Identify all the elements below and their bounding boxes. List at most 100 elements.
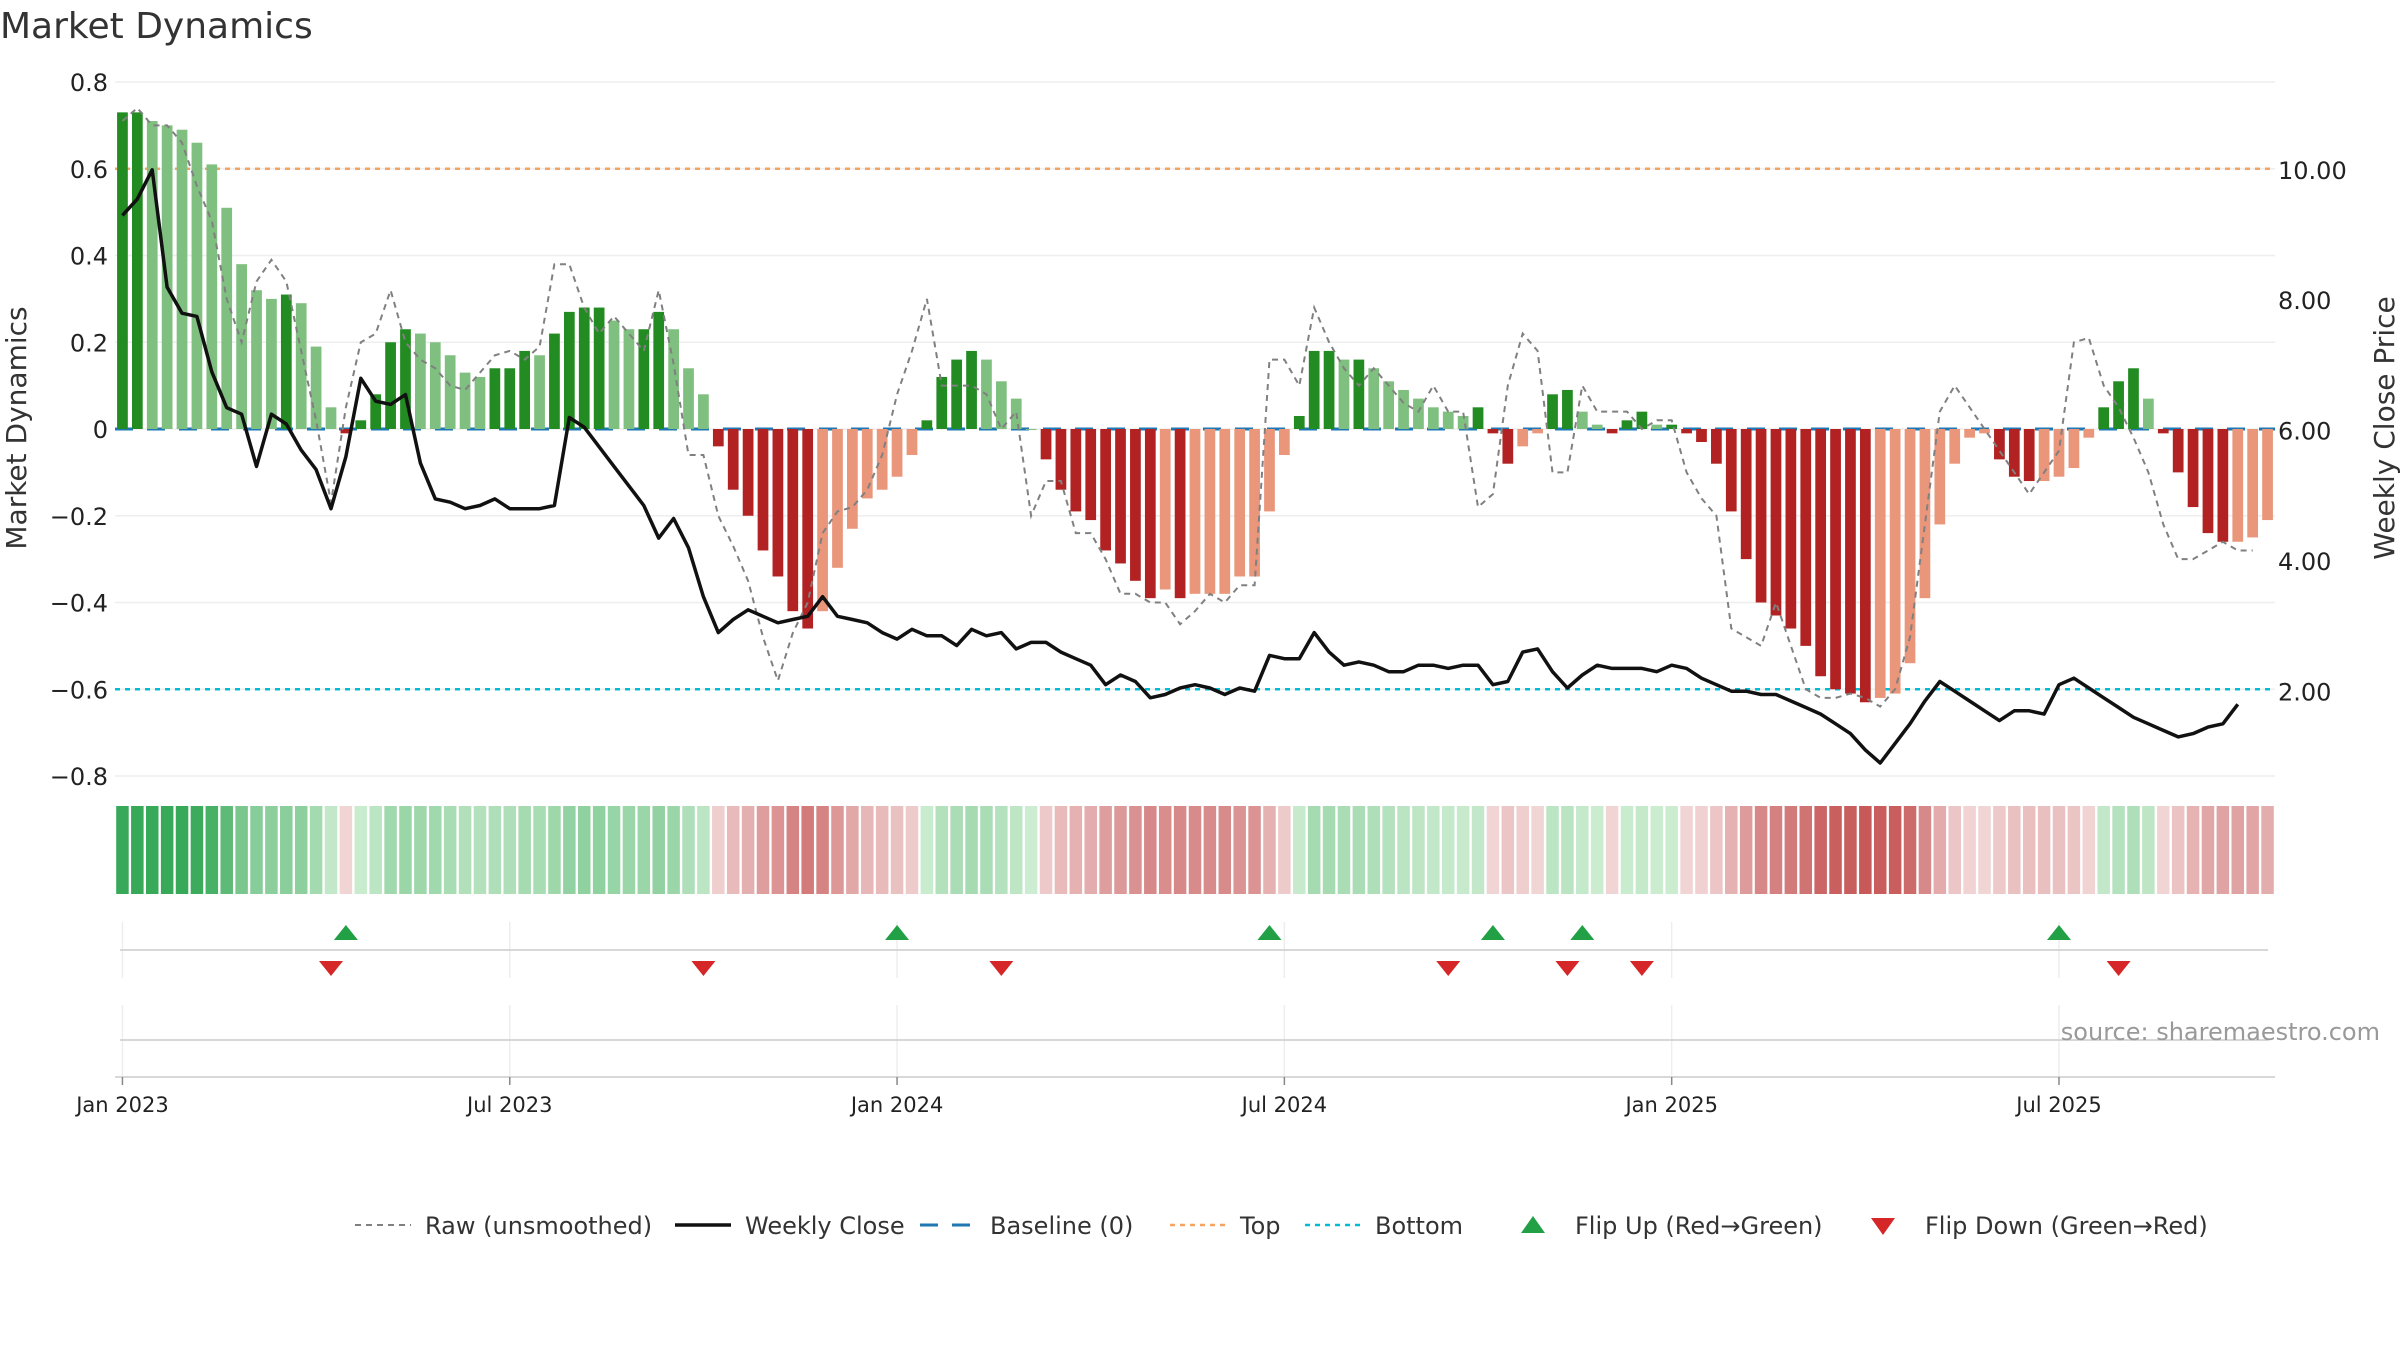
regime-cell [905,806,919,894]
legend: Raw (unsmoothed) Weekly Close Baseline (0)… [355,1212,2208,1240]
dynamics-bar [146,121,158,429]
legend-item-flip_down: Flip Down (Green→Red) [1871,1212,2208,1240]
regime-cell [592,806,606,894]
dynamics-bar [1442,411,1454,429]
regime-cell [1516,806,1529,894]
regime-cell [1307,806,1321,894]
regime-cell [726,806,740,894]
dynamics-bar [1636,411,1648,429]
regime-cell [1158,806,1172,894]
dynamics-bar [1308,350,1320,429]
regime-cell [2022,806,2036,894]
regime-cell [1129,806,1142,894]
legend-label: Bottom [1375,1212,1463,1240]
flip-down-marker [1436,961,1461,976]
dynamics-bar [1562,389,1573,429]
regime-cell [2246,806,2259,894]
dynamics-bar [995,381,1007,429]
regime-cell [369,806,382,894]
dynamics-bar [1234,429,1246,577]
regime-cell [2052,806,2066,894]
y-left-tick-label: 0.2 [70,329,108,357]
regime-cell [697,806,710,894]
regime-cell [280,806,293,894]
dynamics-bar [1845,429,1856,694]
dynamics-bar [2247,429,2259,538]
regime-cell [2112,806,2125,894]
x-tick-label: Jul 2025 [2014,1093,2101,1117]
dynamics-bar [727,429,739,490]
dynamics-bar [1874,429,1886,698]
regime-cell [577,806,591,894]
regime-cell [786,806,800,894]
dynamics-bar [1264,429,1275,512]
close-line [121,168,2240,765]
regime-cell [682,806,695,894]
flip-up-marker [885,925,910,940]
dynamics-bar [1711,429,1722,464]
regime-cell [2231,806,2245,894]
flip-up-marker [1257,925,1282,940]
regime-cell [816,806,829,894]
y-axis-right-ticks: 10.00 8.00 6.00 4.00 2.00 [2278,157,2347,707]
dynamics-bar [1785,429,1797,629]
regime-cell [294,806,308,894]
y-left-tick-label: −0.4 [50,590,108,618]
regime-cell [756,806,770,894]
dynamics-bar [474,376,486,429]
regime-cell [175,806,189,894]
regime-cell [190,806,204,894]
dynamics-bar [876,429,888,490]
flip-down-marker [691,961,716,976]
dynamics-bar [1040,429,1052,460]
dynamics-bar [266,298,277,429]
dynamics-bar [2232,429,2244,542]
dynamics-bar [2128,368,2139,429]
regime-cell [1799,806,1813,894]
regime-cell [518,806,531,894]
dynamics-bar [519,350,531,429]
dynamics-bar [653,311,665,429]
regime-cell [1844,806,1857,894]
dynamics-bar [1144,429,1156,599]
regime-cell [1859,806,1872,894]
regime-cell [1531,806,1544,894]
dynamics-bar [1174,429,1186,599]
dynamics-bar [2202,429,2214,534]
regime-cell [1337,806,1351,894]
regime-cell [1173,806,1187,894]
regime-cell [1814,806,1827,894]
regime-cell [920,806,934,894]
dynamics-bar [459,372,471,429]
legend-swatch [1871,1218,1895,1235]
dynamics-bar [131,112,143,430]
regime-cell [771,806,785,894]
regime-cell [712,806,725,894]
regime-cell [1188,806,1202,894]
regime-cell [622,806,636,894]
legend-label: Weekly Close [745,1212,905,1240]
dynamics-bar [1740,429,1752,560]
regime-cell [1382,806,1395,894]
dynamics-bar [1025,429,1037,430]
dynamics-bar [1219,429,1231,594]
dynamics-bar [2157,429,2169,434]
regime-cell [1784,806,1798,894]
regime-cell [2097,806,2110,894]
regime-cell [1114,806,1127,894]
regime-cell [145,806,159,894]
dynamics-bar [1696,429,1707,443]
regime-cell [1918,806,1932,894]
regime-cell [1650,806,1664,894]
regime-strip [116,806,2274,894]
dynamics-bar [236,264,247,429]
dynamics-bar [1889,429,1901,694]
legend-item-top: Top [1170,1212,1281,1240]
dynamics-bar [638,329,650,429]
regime-cell [1725,806,1738,894]
dynamics-bar [1055,429,1067,490]
y-right-tick-label: 10.00 [2278,157,2347,185]
regime-cell [1412,806,1425,894]
dynamics-bar [534,355,545,429]
dynamics-bar [1934,429,1946,525]
